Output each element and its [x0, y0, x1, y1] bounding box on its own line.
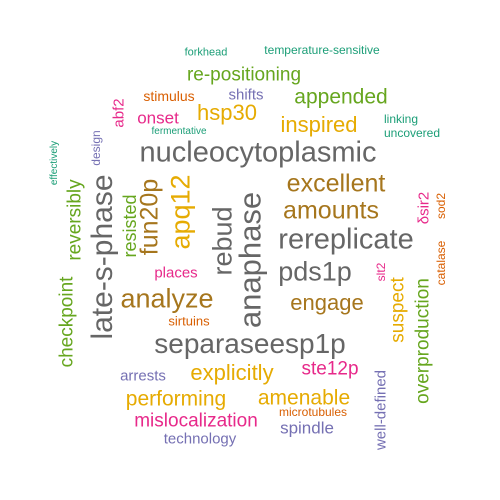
word-late-s-phase: late-s-phase	[86, 174, 119, 340]
word-abf2: abf2	[110, 98, 128, 128]
word-places: places	[154, 264, 198, 282]
word-performing: performing	[125, 387, 227, 411]
word-effectively: effectively	[49, 140, 60, 186]
word-re-positioning: re-positioning	[186, 64, 302, 86]
word-hsp30: hsp30	[197, 100, 257, 125]
word-overproduction: overproduction	[412, 278, 434, 404]
word-design: design	[89, 130, 103, 166]
word-amenable: amenable	[257, 386, 351, 410]
word-spindle: spindle	[280, 418, 334, 438]
word-temperature-sensitive: temperature-sensitive	[264, 43, 380, 57]
word-rereplicate: rereplicate	[278, 223, 414, 256]
word-explicitly: explicitly	[190, 360, 274, 385]
word-inspired: inspired	[280, 112, 358, 137]
word-anaphase: anaphase	[232, 191, 268, 329]
word-resisted: resisted	[120, 194, 140, 258]
word-forkhead: forkhead	[184, 46, 228, 59]
word-linking: linking	[383, 112, 419, 126]
word-delta-sir2: δsir2	[415, 191, 433, 225]
word-separaseesp1p: separaseesp1p	[154, 328, 346, 359]
word-slt2: slt2	[374, 262, 388, 282]
word-reversibly: reversibly	[64, 179, 86, 261]
word-ste12p: ste12p	[301, 358, 359, 380]
word-shifts: shifts	[228, 86, 264, 104]
word-pds1p: pds1p	[278, 256, 352, 287]
word-catalase: catalase	[434, 240, 448, 286]
word-onset: onset	[137, 108, 179, 128]
word-checkpoint: checkpoint	[56, 276, 78, 368]
word-arrests: arrests	[120, 367, 166, 385]
word-fun20p: fun20p	[135, 178, 164, 256]
word-excellent: excellent	[286, 169, 386, 198]
word-suspect: suspect	[387, 277, 409, 343]
word-sod2: sod2	[434, 192, 448, 220]
word-sirtuins: sirtuins	[168, 313, 210, 329]
word-nucleocytoplasmic: nucleocytoplasmic	[139, 136, 377, 169]
word-uncovered: uncovered	[383, 126, 441, 140]
word-amounts: amounts	[283, 196, 379, 225]
word-analyze: analyze	[120, 283, 214, 314]
word-mislocalization: mislocalization	[134, 410, 258, 432]
word-appended: appended	[294, 85, 388, 109]
word-fermentative: fermentative	[151, 126, 207, 137]
word-well-defined: well-defined	[372, 369, 390, 451]
word-stimulus: stimulus	[143, 88, 195, 104]
word-microtubules: microtubules	[278, 405, 348, 419]
word-apq12: apq12	[165, 174, 196, 250]
word-technology: technology	[163, 430, 237, 448]
word-engage: engage	[290, 290, 364, 315]
